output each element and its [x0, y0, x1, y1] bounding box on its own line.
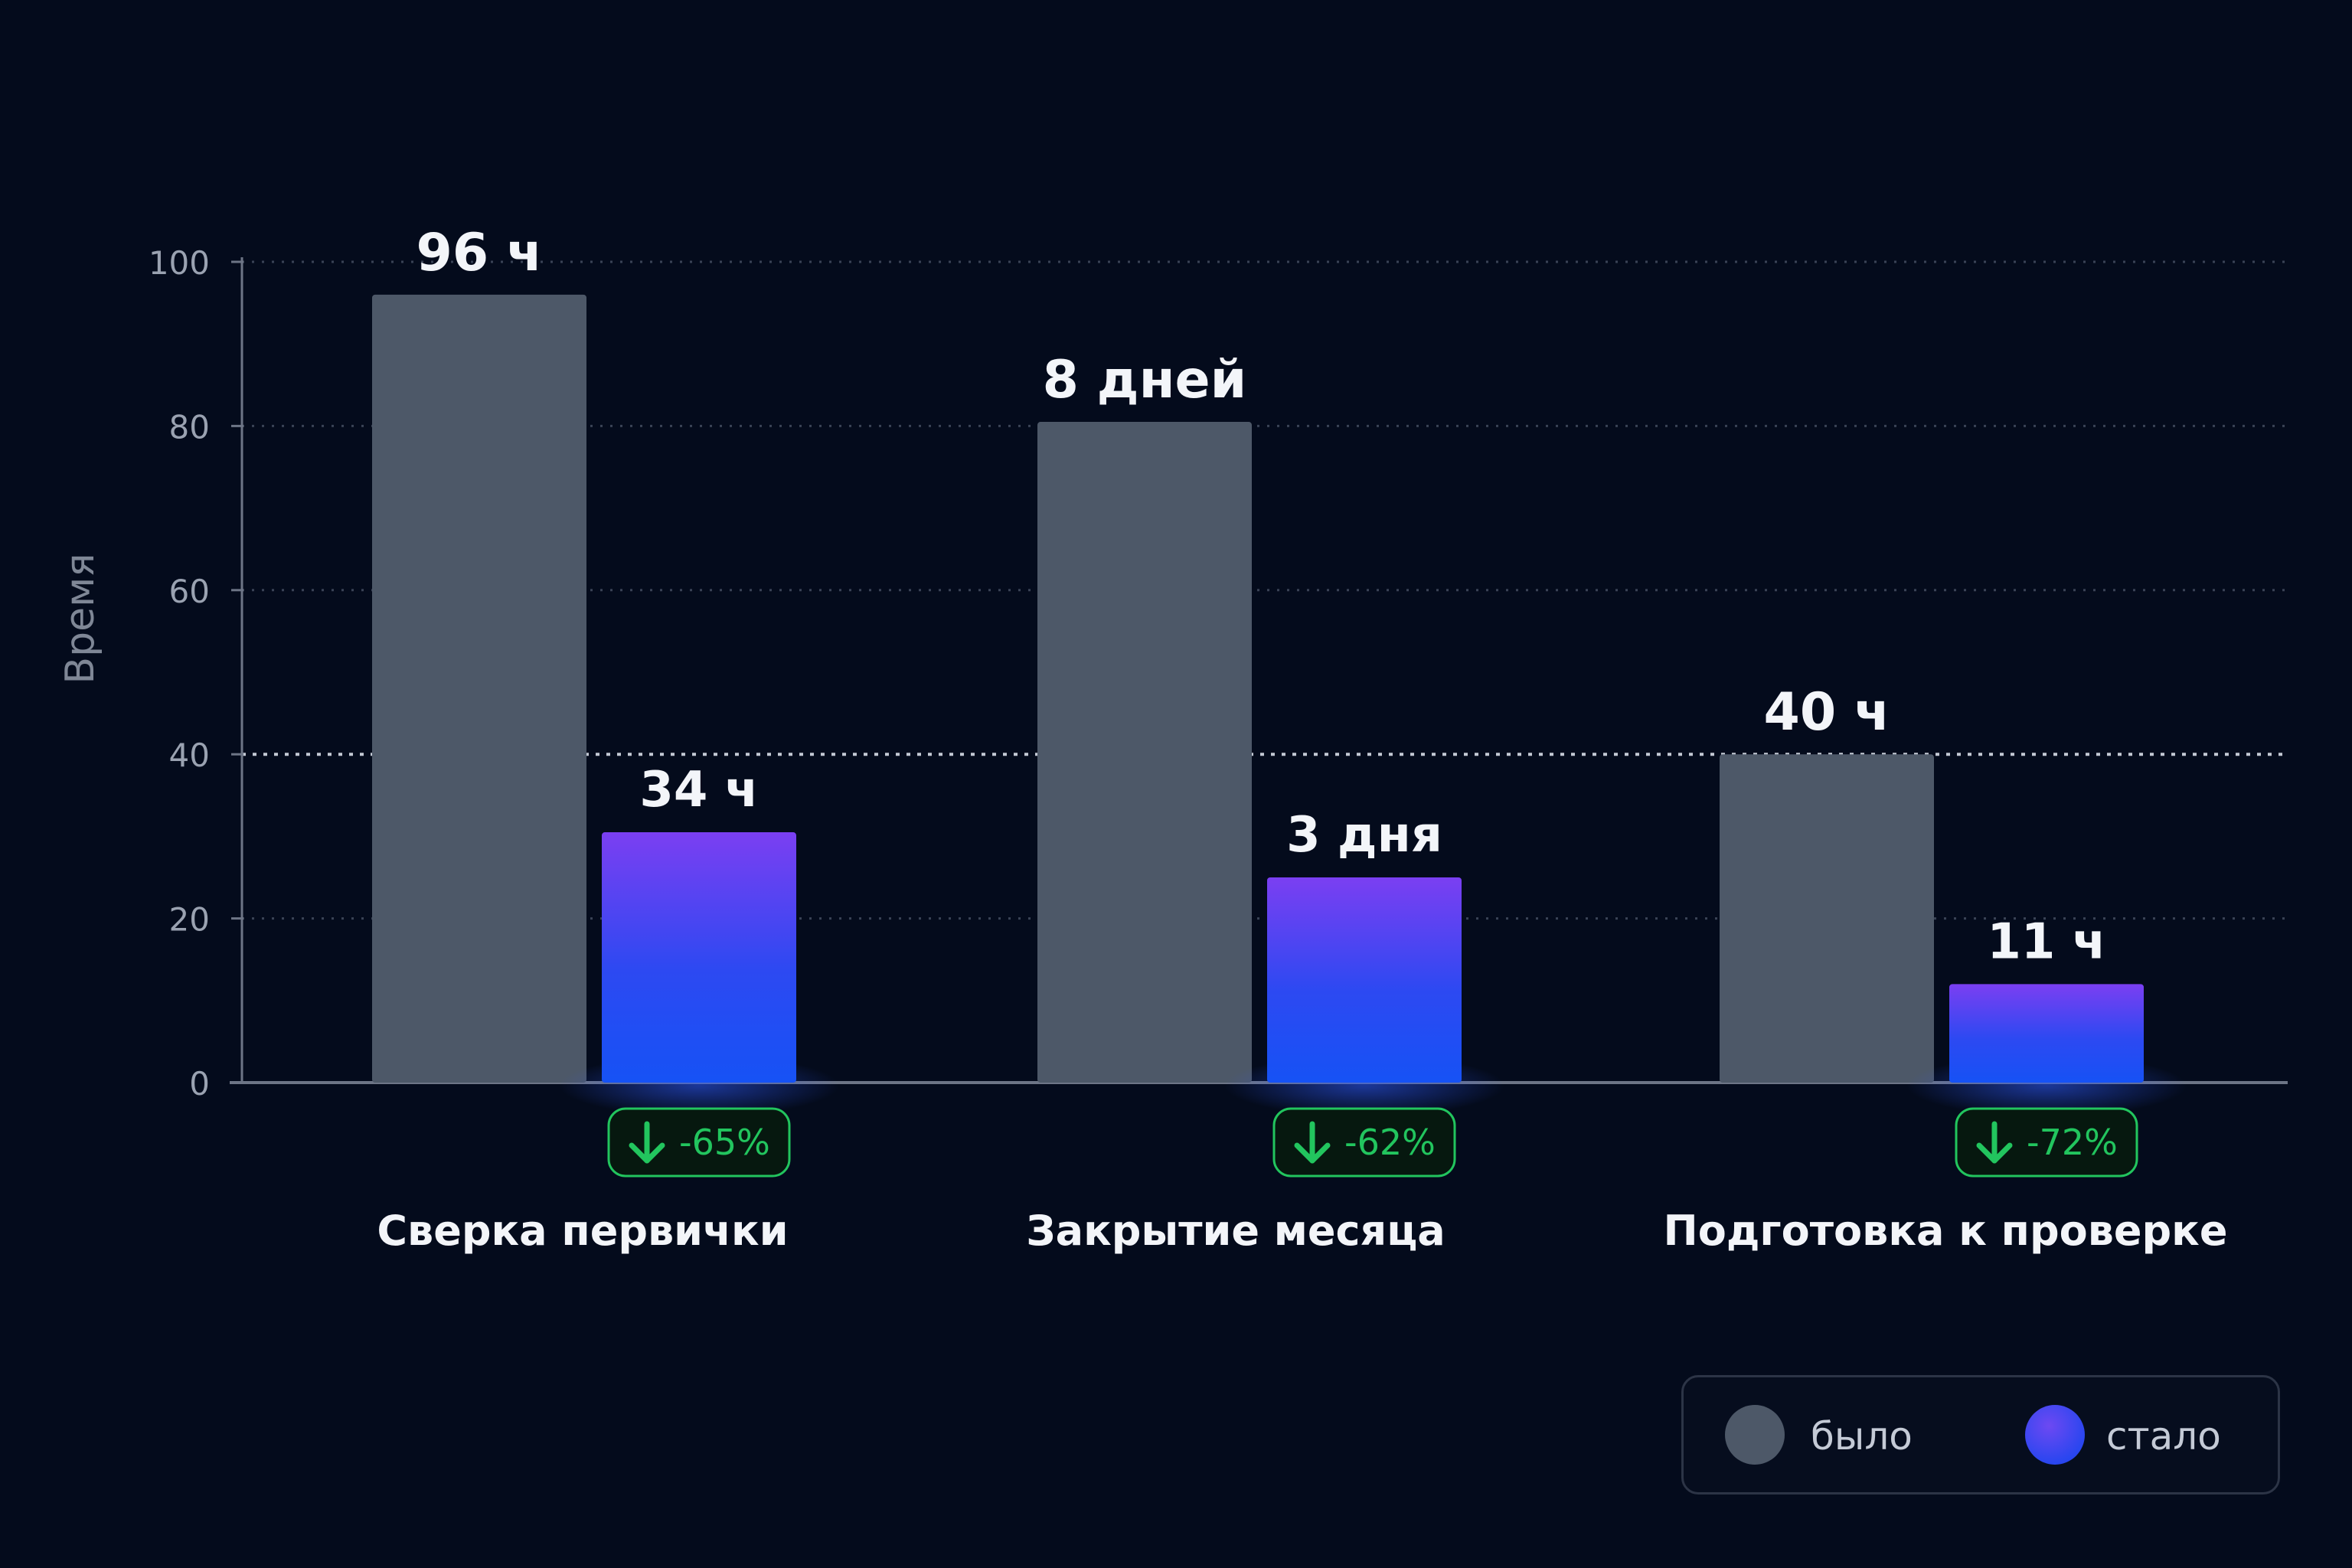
arrow-down-icon: [629, 1121, 665, 1164]
change-badge-text: -72%: [2027, 1122, 2118, 1163]
change-badge-text: -65%: [679, 1122, 770, 1163]
change-badge-frame: [1955, 1107, 2138, 1178]
change-badge-frame: [1272, 1107, 1456, 1178]
legend-label-after: стало: [2106, 1414, 2221, 1459]
x-category-label-2: Закрытие месяца: [1026, 1207, 1445, 1255]
bar-before-2: [1037, 422, 1252, 1083]
legend-label-before: было: [1811, 1414, 1913, 1459]
y-axis-label: Время: [57, 553, 103, 684]
arrow-head: [629, 1142, 665, 1164]
bar-label-after-2: 3 дня: [1286, 807, 1442, 864]
bar-after-3: [1949, 984, 2144, 1083]
y-tick-label-0: 0: [189, 1065, 210, 1102]
bar-label-before-3: 40 ч: [1764, 682, 1890, 743]
legend-swatch-before: [1725, 1405, 1785, 1465]
legend-swatch-after: [2025, 1405, 2085, 1465]
change-badge-3: -72%: [1955, 1107, 2138, 1178]
change-badge-1: -65%: [607, 1107, 791, 1178]
bar-before-1: [372, 294, 586, 1083]
x-category-label-3: Подготовка к проверке: [1664, 1207, 2228, 1255]
bar-label-after-1: 34 ч: [639, 762, 758, 818]
change-badge-frame: [607, 1107, 791, 1178]
bar-after-2: [1267, 877, 1462, 1083]
arrow-head: [1294, 1142, 1331, 1164]
y-tick-label-80: 80: [169, 408, 210, 446]
bars: [372, 294, 2187, 1116]
x-category-label-1: Сверка первички: [377, 1207, 788, 1255]
y-tick-label-20: 20: [169, 901, 210, 939]
labels: 96 ч 34 ч -65% Сверка первички 8 дней 3 дня -6…: [377, 223, 2227, 1255]
bar-after-1: [602, 832, 796, 1083]
arrow-down-icon: [1294, 1121, 1331, 1164]
change-badge-2: -62%: [1272, 1107, 1456, 1178]
arrow-down-icon: [1976, 1121, 2013, 1164]
y-tick-label-100: 100: [149, 244, 210, 282]
bar-label-before-2: 8 дней: [1043, 350, 1247, 410]
grid-lines: [242, 260, 2288, 920]
y-tick-label-60: 60: [169, 573, 210, 610]
change-badge-text: -62%: [1344, 1122, 1436, 1163]
bar-label-after-3: 11 ч: [1987, 913, 2105, 970]
y-tick-label-40: 40: [169, 737, 210, 774]
arrow-head: [1976, 1142, 2013, 1164]
bar-label-before-1: 96 ч: [416, 223, 543, 283]
bar-before-3: [1720, 754, 1934, 1083]
legend: было стало: [1681, 1375, 2280, 1494]
